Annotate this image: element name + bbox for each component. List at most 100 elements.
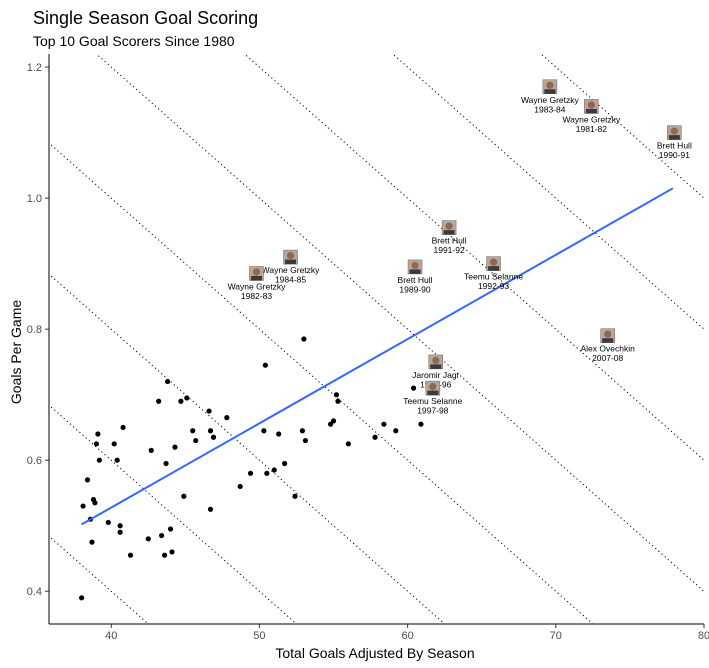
player-name-label: Teemu Selanne: [403, 396, 462, 406]
data-point: [167, 526, 174, 532]
player-season-label: 1984-85: [275, 275, 306, 285]
reference-line: [49, 404, 298, 624]
player-season-label: 1991-92: [434, 245, 465, 255]
data-point: [330, 418, 337, 424]
data-point: [261, 428, 267, 434]
player-season-label: 1992-93: [478, 281, 509, 291]
data-point: [345, 441, 351, 447]
y-tick-label: 0.6: [27, 455, 42, 467]
player-shirt-icon: [430, 364, 442, 369]
player-season-label: 1997-98: [417, 406, 448, 416]
reference-line: [49, 142, 594, 624]
data-point: [92, 500, 98, 506]
player-shirt-icon: [285, 259, 297, 265]
data-point: [105, 519, 111, 526]
player-face-icon: [286, 252, 295, 260]
player-shirt-icon: [585, 108, 597, 114]
x-tick-label: 60: [401, 630, 413, 642]
y-tick-label: 0.4: [27, 586, 42, 598]
data-point: [410, 385, 417, 391]
data-point: [207, 506, 214, 512]
data-point: [169, 549, 175, 555]
trend-line: [81, 187, 674, 526]
y-tick-label: 1.2: [27, 62, 42, 74]
data-point: [302, 437, 308, 444]
data-point: [393, 428, 399, 434]
reference-line: [243, 54, 704, 461]
player-shirt-icon: [668, 135, 680, 140]
data-point: [381, 421, 387, 427]
data-point: [95, 431, 101, 437]
data-point: [271, 467, 277, 473]
data-point: [247, 470, 254, 476]
player-face-icon: [445, 222, 453, 230]
data-point: [184, 395, 190, 401]
data-point: [224, 415, 230, 421]
reference-line: [49, 535, 150, 624]
data-point: [181, 493, 187, 499]
x-tick-label: 50: [253, 630, 265, 642]
player-face-icon: [429, 383, 437, 391]
player-season-label: 1990-91: [659, 150, 690, 160]
data-point: [163, 460, 169, 467]
chart-title: Single Season Goal Scoring: [33, 8, 258, 28]
data-point: [207, 428, 214, 434]
player-name-label: Teemu Selanne: [464, 272, 523, 282]
player-name-label: Brett Hull: [398, 275, 433, 285]
data-point: [159, 532, 165, 539]
data-point: [372, 434, 378, 440]
data-point: [172, 444, 178, 450]
data-point: [292, 493, 298, 499]
data-point: [237, 483, 243, 490]
player-season-label: 1982-83: [241, 291, 272, 301]
data-point: [161, 552, 168, 558]
player-shirt-icon: [250, 275, 262, 281]
x-tick-label: 70: [550, 630, 562, 642]
player-name-label: Wayne Gretzky: [228, 281, 287, 291]
player-name-label: Wayne Gretzky: [521, 95, 580, 105]
player-shirt-icon: [443, 230, 455, 235]
player-season-label: 1983-84: [534, 104, 565, 114]
player-face-icon: [546, 81, 554, 89]
data-point: [210, 434, 217, 440]
data-point: [93, 441, 100, 447]
data-point: [190, 428, 196, 434]
data-point: [80, 503, 86, 509]
data-point: [333, 392, 340, 398]
data-point: [301, 336, 307, 342]
data-point: [276, 431, 282, 437]
player-season-label: 2007-08: [592, 353, 623, 363]
data-point: [156, 398, 162, 404]
data-point: [262, 362, 268, 368]
data-point: [127, 552, 134, 558]
data-point: [264, 470, 270, 476]
player-name-label: Brett Hull: [432, 236, 467, 246]
data-point: [206, 408, 212, 414]
data-point: [164, 378, 171, 385]
x-tick-label: 40: [105, 630, 117, 642]
player-shirt-icon: [544, 89, 556, 94]
player-face-icon: [670, 127, 678, 135]
x-axis-title: Total Goals Adjusted By Season: [275, 645, 474, 661]
data-point: [117, 529, 123, 535]
player-face-icon: [604, 330, 612, 338]
data-point: [178, 398, 184, 404]
player-face-icon: [252, 268, 261, 276]
player-shirt-icon: [427, 390, 439, 396]
data-point: [111, 441, 117, 447]
y-tick-label: 0.8: [27, 324, 42, 336]
player-shirt-icon: [602, 338, 614, 343]
data-point: [418, 421, 424, 427]
data-point: [79, 595, 85, 601]
